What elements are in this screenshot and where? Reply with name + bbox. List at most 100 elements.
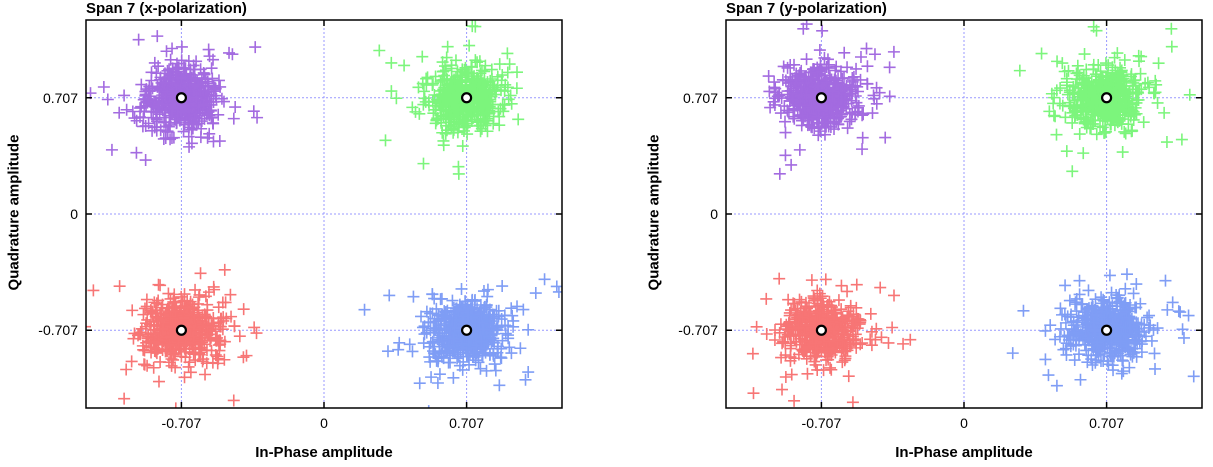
scatter-point: [1144, 319, 1157, 332]
scatter-point: [510, 66, 523, 79]
scatter-point: [169, 402, 182, 408]
scatter-point: [870, 97, 883, 110]
scatter-point: [1070, 328, 1083, 341]
scatter-point: [417, 337, 430, 350]
scatter-point: [792, 321, 805, 334]
scatter-point: [467, 347, 480, 360]
scatter-point: [178, 118, 191, 131]
scatter-point: [1125, 124, 1138, 137]
scatter-point: [1088, 323, 1101, 336]
scatter-point: [870, 81, 883, 94]
scatter-point: [214, 320, 227, 333]
scatter-point: [1048, 91, 1061, 104]
scatter-point: [170, 332, 183, 345]
scatter-point: [873, 86, 886, 99]
scatter-point: [1145, 334, 1158, 347]
scatter-point: [501, 329, 514, 342]
scatter-point: [439, 60, 452, 73]
constellation-panel-y: Span 7 (y-polarization) -0.707 0 0.707 0.70…: [640, 0, 1213, 467]
scatter-point: [760, 292, 773, 305]
scatter-point: [487, 332, 500, 345]
scatter-point: [1090, 308, 1103, 321]
scatter-point: [225, 310, 238, 323]
ideal-constellation-point: [175, 324, 188, 336]
scatter-point: [512, 113, 525, 126]
cluster-2: [1013, 20, 1196, 178]
scatter-point: [457, 310, 470, 323]
scatter-point: [477, 323, 490, 336]
scatter-point: [1174, 306, 1187, 319]
scatter-point: [813, 44, 826, 57]
scatter-point: [1096, 121, 1109, 134]
scatter-point: [829, 64, 842, 77]
x-tick-label: -0.707: [162, 415, 202, 431]
scatter-point: [847, 333, 860, 346]
scatter-point: [209, 348, 222, 361]
scatter-point: [1124, 348, 1137, 361]
scatter-point: [248, 321, 261, 334]
scatter-point: [769, 86, 782, 99]
scatter-point: [421, 71, 434, 84]
scatter-point: [407, 290, 420, 303]
scatter-point: [183, 140, 196, 153]
scatter-point: [424, 355, 437, 368]
scatter-point: [1095, 297, 1108, 310]
scatter-point: [750, 320, 763, 333]
scatter-point: [490, 323, 503, 336]
scatter-point: [373, 44, 386, 57]
scatter-point: [1133, 325, 1146, 338]
scatter-point: [174, 74, 187, 87]
scatter-point: [452, 160, 465, 173]
scatter-point: [847, 319, 860, 332]
scatter-point: [1114, 335, 1127, 348]
scatter-point: [811, 342, 824, 355]
scatter-point: [835, 110, 848, 123]
ideal-constellation-point: [1100, 324, 1113, 336]
scatter-point: [457, 117, 470, 130]
scatter-point: [818, 51, 831, 64]
scatter-point: [188, 63, 201, 76]
scatter-point: [1175, 133, 1188, 146]
scatter-point: [164, 346, 177, 359]
scatter-point: [86, 325, 91, 328]
scatter-point: [822, 335, 835, 348]
scatter-point: [188, 112, 201, 125]
scatter-point: [820, 354, 833, 367]
scatter-point: [784, 330, 797, 343]
scatter-point: [451, 126, 464, 139]
scatter-point: [779, 371, 792, 384]
scatter-point: [809, 337, 822, 350]
scatter-point: [825, 102, 838, 115]
scatter-point: [788, 352, 801, 365]
scatter-point: [836, 356, 849, 369]
scatter-point: [777, 60, 790, 73]
scatter-point: [207, 117, 220, 130]
scatter-point: [154, 355, 167, 368]
scatter-point: [474, 97, 487, 110]
scatter-point: [1035, 47, 1048, 60]
scatter-point: [211, 357, 224, 370]
scatter-point: [447, 332, 460, 345]
scatter-point: [1114, 297, 1127, 310]
scatter-point: [178, 61, 191, 74]
scatter-point: [1134, 67, 1147, 80]
scatter-point: [866, 107, 879, 120]
scatter-point: [489, 88, 502, 101]
scatter-point: [150, 297, 163, 310]
scatter-point: [429, 70, 442, 83]
scatter-point: [1053, 97, 1066, 110]
scatter-point: [762, 70, 775, 83]
scatter-point: [1100, 110, 1113, 123]
scatter-point: [412, 81, 425, 94]
scatter-point: [538, 273, 551, 286]
scatter-point: [1073, 128, 1086, 141]
scatter-point: [224, 288, 237, 301]
scatter-point: [1132, 49, 1145, 62]
scatter-point: [461, 128, 474, 141]
scatter-point: [383, 289, 396, 302]
scatter-point: [181, 294, 194, 307]
scatter-point: [1071, 59, 1084, 72]
scatter-point: [413, 107, 426, 120]
cluster-4: [358, 273, 562, 408]
scatter-point: [157, 132, 170, 145]
